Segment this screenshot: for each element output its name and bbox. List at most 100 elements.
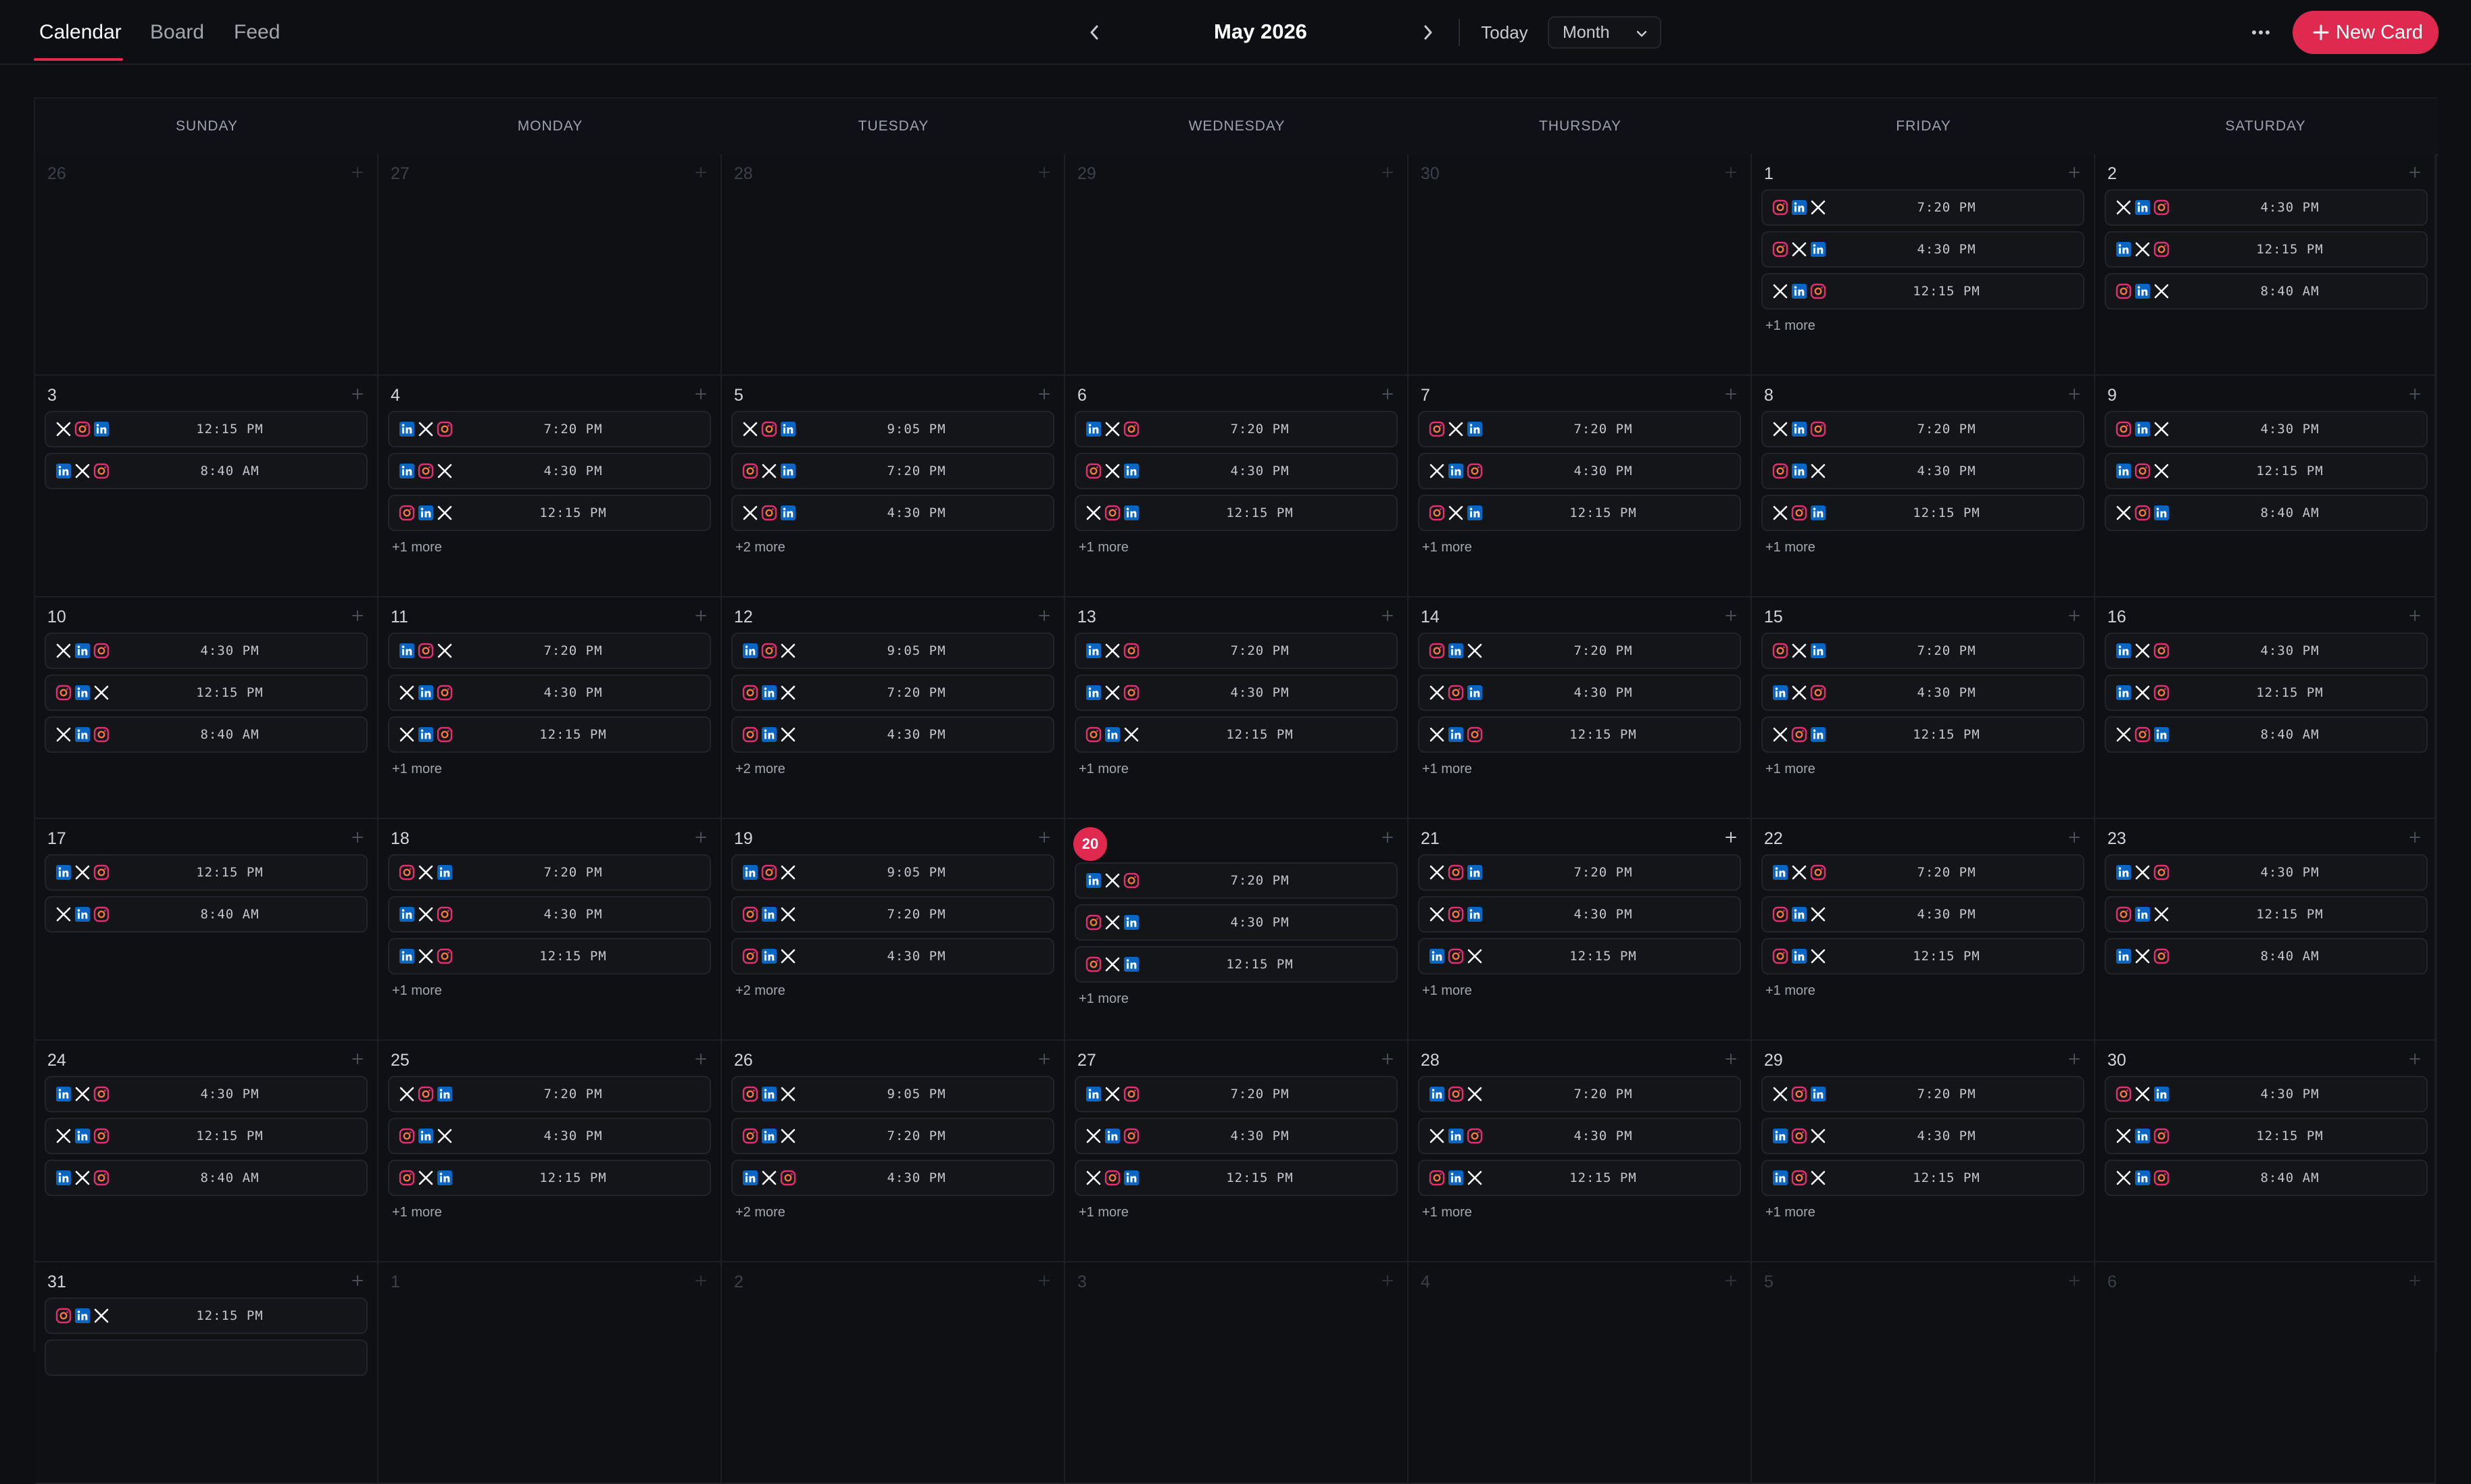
day-cell[interactable]: 3: [1065, 1262, 1409, 1484]
scheduled-post-card[interactable]: 4:30 PM: [1418, 896, 1741, 933]
scheduled-post-card[interactable]: 4:30 PM: [1075, 904, 1398, 941]
scheduled-post-card[interactable]: [45, 1339, 368, 1376]
scheduled-post-card[interactable]: 9:05 PM: [731, 633, 1054, 669]
day-cell[interactable]: 26 9:05 PM 7:20 PM 4:30 PM +2 more: [722, 1041, 1065, 1262]
add-post-button[interactable]: [1380, 1052, 1395, 1066]
scheduled-post-card[interactable]: 8:40 AM: [2105, 273, 2428, 310]
scheduled-post-card[interactable]: 7:20 PM: [1075, 862, 1398, 899]
day-cell[interactable]: 5 9:05 PM 7:20 PM 4:30 PM +2 more: [722, 376, 1065, 597]
add-post-button[interactable]: [350, 1273, 365, 1288]
scheduled-post-card[interactable]: 7:20 PM: [1418, 633, 1741, 669]
scheduled-post-card[interactable]: 7:20 PM: [388, 633, 711, 669]
add-post-button[interactable]: [693, 830, 708, 845]
day-cell[interactable]: 27 7:20 PM 4:30 PM 12:15 PM +1 more: [1065, 1041, 1409, 1262]
day-cell[interactable]: 28 7:20 PM 4:30 PM 12:15 PM +1 more: [1409, 1041, 1752, 1262]
scheduled-post-card[interactable]: 4:30 PM: [45, 633, 368, 669]
scheduled-post-card[interactable]: 4:30 PM: [1761, 231, 2084, 268]
day-cell[interactable]: 2: [722, 1262, 1065, 1484]
scheduled-post-card[interactable]: 12:15 PM: [2105, 674, 2428, 711]
day-cell[interactable]: 3 12:15 PM 8:40 AM: [35, 376, 378, 597]
scheduled-post-card[interactable]: 8:40 AM: [45, 896, 368, 933]
next-month-button[interactable]: [1413, 18, 1442, 47]
scheduled-post-card[interactable]: 12:15 PM: [1418, 938, 1741, 974]
scheduled-post-card[interactable]: 7:20 PM: [731, 1118, 1054, 1154]
more-posts-link[interactable]: +1 more: [1079, 991, 1129, 1006]
scheduled-post-card[interactable]: 12:15 PM: [45, 854, 368, 891]
scheduled-post-card[interactable]: 12:15 PM: [1761, 495, 2084, 531]
scheduled-post-card[interactable]: 12:15 PM: [2105, 453, 2428, 489]
day-cell[interactable]: 2 4:30 PM 12:15 PM 8:40 AM: [2095, 154, 2436, 376]
more-posts-link[interactable]: +1 more: [1422, 762, 1472, 776]
scheduled-post-card[interactable]: 12:15 PM: [2105, 1118, 2428, 1154]
add-post-button[interactable]: [693, 608, 708, 623]
day-cell[interactable]: 6: [2095, 1262, 2436, 1484]
day-cell[interactable]: 18 7:20 PM 4:30 PM 12:15 PM +1 more: [378, 819, 722, 1041]
add-post-button[interactable]: [2067, 387, 2082, 401]
day-cell[interactable]: 1: [378, 1262, 722, 1484]
scheduled-post-card[interactable]: 4:30 PM: [2105, 411, 2428, 447]
scheduled-post-card[interactable]: 4:30 PM: [731, 938, 1054, 974]
add-post-button[interactable]: [2407, 165, 2422, 180]
scheduled-post-card[interactable]: 4:30 PM: [1761, 896, 2084, 933]
add-post-button[interactable]: [1037, 1052, 1052, 1066]
scheduled-post-card[interactable]: 7:20 PM: [1418, 854, 1741, 891]
add-post-button[interactable]: [1037, 830, 1052, 845]
more-posts-link[interactable]: +1 more: [1079, 1205, 1129, 1220]
tab-feed[interactable]: Feed: [234, 21, 280, 43]
scheduled-post-card[interactable]: 7:20 PM: [731, 674, 1054, 711]
add-post-button[interactable]: [1380, 830, 1395, 845]
day-cell[interactable]: 28: [722, 154, 1065, 376]
scheduled-post-card[interactable]: 4:30 PM: [1418, 674, 1741, 711]
day-cell[interactable]: 14 7:20 PM 4:30 PM 12:15 PM +1 more: [1409, 597, 1752, 819]
day-cell[interactable]: 10 4:30 PM 12:15 PM 8:40 AM: [35, 597, 378, 819]
scheduled-post-card[interactable]: 12:15 PM: [45, 411, 368, 447]
scheduled-post-card[interactable]: 4:30 PM: [731, 495, 1054, 531]
scheduled-post-card[interactable]: 7:20 PM: [731, 453, 1054, 489]
tab-board[interactable]: Board: [150, 21, 205, 43]
day-cell[interactable]: 31 12:15 PM: [35, 1262, 378, 1484]
add-post-button[interactable]: [1037, 165, 1052, 180]
more-posts-link[interactable]: +2 more: [735, 983, 785, 998]
scheduled-post-card[interactable]: 7:20 PM: [1075, 411, 1398, 447]
scheduled-post-card[interactable]: 8:40 AM: [2105, 938, 2428, 974]
scheduled-post-card[interactable]: 12:15 PM: [1075, 946, 1398, 983]
scheduled-post-card[interactable]: 4:30 PM: [1761, 1118, 2084, 1154]
scheduled-post-card[interactable]: 7:20 PM: [1761, 854, 2084, 891]
scheduled-post-card[interactable]: 12:15 PM: [388, 1160, 711, 1196]
scheduled-post-card[interactable]: 7:20 PM: [1075, 633, 1398, 669]
scheduled-post-card[interactable]: 4:30 PM: [2105, 1076, 2428, 1112]
previous-month-button[interactable]: [1080, 18, 1110, 47]
view-mode-select[interactable]: Month: [1548, 16, 1661, 49]
day-cell[interactable]: 27: [378, 154, 722, 376]
day-cell[interactable]: 22 7:20 PM 4:30 PM 12:15 PM +1 more: [1752, 819, 2095, 1041]
scheduled-post-card[interactable]: 4:30 PM: [388, 453, 711, 489]
day-cell[interactable]: 6 7:20 PM 4:30 PM 12:15 PM +1 more: [1065, 376, 1409, 597]
day-cell[interactable]: 19 9:05 PM 7:20 PM 4:30 PM +2 more: [722, 819, 1065, 1041]
scheduled-post-card[interactable]: 12:15 PM: [1075, 495, 1398, 531]
day-cell[interactable]: 8 7:20 PM 4:30 PM 12:15 PM +1 more: [1752, 376, 2095, 597]
scheduled-post-card[interactable]: 9:05 PM: [731, 411, 1054, 447]
scheduled-post-card[interactable]: 4:30 PM: [388, 674, 711, 711]
scheduled-post-card[interactable]: 12:15 PM: [388, 716, 711, 753]
scheduled-post-card[interactable]: 4:30 PM: [2105, 189, 2428, 226]
add-post-button[interactable]: [350, 608, 365, 623]
add-post-button[interactable]: [1380, 1273, 1395, 1288]
scheduled-post-card[interactable]: 4:30 PM: [388, 896, 711, 933]
scheduled-post-card[interactable]: 12:15 PM: [2105, 231, 2428, 268]
day-cell[interactable]: 7 7:20 PM 4:30 PM 12:15 PM +1 more: [1409, 376, 1752, 597]
add-post-button[interactable]: [350, 387, 365, 401]
tab-calendar[interactable]: Calendar: [39, 21, 122, 43]
add-post-button[interactable]: [2407, 387, 2422, 401]
more-posts-link[interactable]: +1 more: [1079, 540, 1129, 555]
more-posts-link[interactable]: +1 more: [392, 983, 442, 998]
scheduled-post-card[interactable]: 9:05 PM: [731, 1076, 1054, 1112]
scheduled-post-card[interactable]: 12:15 PM: [1075, 716, 1398, 753]
more-posts-link[interactable]: +1 more: [1765, 540, 1815, 555]
day-cell[interactable]: 30 4:30 PM 12:15 PM 8:40 AM: [2095, 1041, 2436, 1262]
day-cell[interactable]: 21 7:20 PM 4:30 PM 12:15 PM +1 more: [1409, 819, 1752, 1041]
scheduled-post-card[interactable]: 4:30 PM: [1418, 1118, 1741, 1154]
scheduled-post-card[interactable]: 4:30 PM: [1075, 453, 1398, 489]
scheduled-post-card[interactable]: 4:30 PM: [1418, 453, 1741, 489]
day-cell[interactable]: 30: [1409, 154, 1752, 376]
more-posts-link[interactable]: +1 more: [1765, 983, 1815, 998]
